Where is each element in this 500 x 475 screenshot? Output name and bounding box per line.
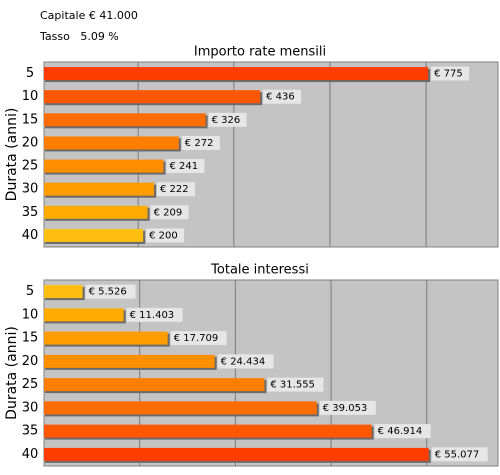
value-label: € 17.709 <box>174 333 219 344</box>
value-label-bg <box>319 400 376 415</box>
y-tick-label: 15 <box>22 331 39 346</box>
value-label-bg <box>217 354 274 369</box>
bar <box>44 331 168 345</box>
value-label-bg <box>85 284 136 299</box>
y-tick-label: 25 <box>22 377 39 392</box>
y-tick-label: 30 <box>22 400 39 415</box>
y-tick-label: 20 <box>22 354 39 369</box>
y-tick-label: 35 <box>22 424 39 439</box>
bar <box>44 424 372 438</box>
value-label: € 209 <box>154 207 183 218</box>
capitale: Capitale € 41.000 <box>40 9 138 22</box>
y-axis-label: Durata (anni) <box>4 326 20 420</box>
y-tick-label: 40 <box>22 228 39 243</box>
value-label: € 11.403 <box>130 310 175 321</box>
y-tick-label: 30 <box>22 182 39 197</box>
value-label: € 775 <box>434 69 463 80</box>
chart-title: Totale interessi <box>210 263 309 278</box>
bar <box>44 159 164 173</box>
bar <box>44 113 206 127</box>
value-label: € 326 <box>212 115 241 126</box>
value-label-bg <box>208 112 247 127</box>
value-label: € 39.053 <box>323 403 368 414</box>
value-label-bg <box>431 66 470 81</box>
value-label: € 241 <box>169 161 198 172</box>
tasso: Tasso 5.09 % <box>39 30 119 43</box>
value-label-bg <box>166 159 205 174</box>
y-tick-label: 25 <box>22 159 39 174</box>
bar <box>44 401 317 415</box>
bar <box>44 285 83 299</box>
value-label-bg <box>267 377 324 392</box>
y-tick-label: 10 <box>22 307 39 322</box>
value-label: € 24.434 <box>221 356 266 367</box>
y-tick-label: 35 <box>22 205 39 220</box>
value-label-bg <box>374 424 431 439</box>
bar <box>44 228 144 242</box>
value-label: € 5.526 <box>89 287 127 298</box>
bar <box>44 354 215 368</box>
value-label: € 46.914 <box>378 426 423 437</box>
value-label: € 436 <box>266 92 295 103</box>
value-label-bg <box>157 182 196 197</box>
bar <box>44 447 429 461</box>
bar <box>44 378 265 392</box>
bar <box>44 90 261 104</box>
bar <box>44 136 179 150</box>
value-label: € 200 <box>149 230 178 241</box>
value-label-bg <box>126 307 183 322</box>
value-label-bg <box>170 331 227 346</box>
bar <box>44 67 429 81</box>
value-label-bg <box>181 135 220 150</box>
bar <box>44 308 124 322</box>
value-label: € 55.077 <box>435 449 480 460</box>
value-label-bg <box>146 228 185 243</box>
chart-title: Importo rate mensili <box>194 45 326 60</box>
value-label: € 272 <box>185 138 214 149</box>
y-tick-label: 15 <box>22 112 39 127</box>
y-tick-label: 10 <box>22 89 39 104</box>
bar <box>44 182 155 196</box>
value-label: € 31.555 <box>270 380 315 391</box>
value-label-bg <box>431 447 488 462</box>
value-label-bg <box>263 89 302 104</box>
y-tick-label: 5 <box>26 66 34 81</box>
y-axis-label: Durata (anni) <box>4 108 20 202</box>
y-tick-label: 5 <box>26 284 34 299</box>
y-tick-label: 40 <box>22 447 39 462</box>
value-label: € 222 <box>160 184 189 195</box>
bar <box>44 205 148 219</box>
value-label-bg <box>150 205 189 220</box>
y-tick-label: 20 <box>22 135 39 150</box>
